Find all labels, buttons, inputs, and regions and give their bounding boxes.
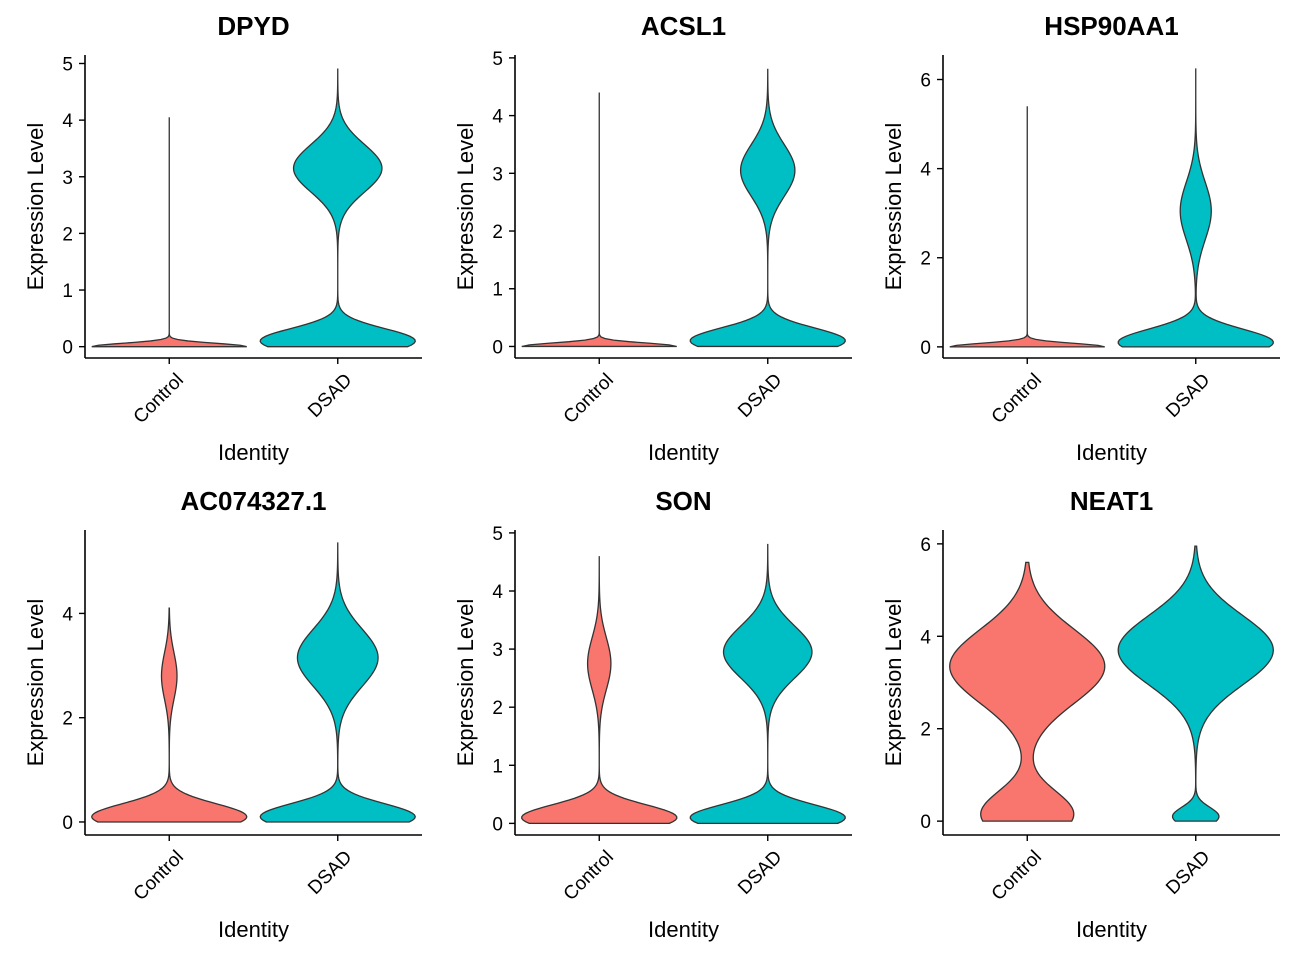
y-tick-label: 4 [920, 627, 931, 648]
x-tick-label: DSAD [1162, 847, 1214, 899]
y-tick-label: 6 [920, 71, 931, 92]
panel-title: AC074327.1 [181, 486, 327, 516]
violin-dsad [689, 68, 846, 348]
x-tick-label: Control [560, 847, 618, 905]
x-axis-label: Identity [1076, 440, 1147, 465]
y-tick-label: 4 [492, 107, 503, 128]
violin-control [521, 92, 677, 348]
violin-control [91, 607, 248, 823]
violin-control [949, 561, 1106, 822]
y-tick-label: 0 [920, 812, 931, 833]
x-tick-label: DSAD [734, 370, 786, 422]
y-tick-label: 3 [492, 640, 503, 661]
violin-control [91, 117, 247, 348]
y-tick-label: 2 [492, 698, 503, 719]
y-tick-label: 1 [492, 756, 503, 777]
violin-dsad [1117, 545, 1274, 822]
panel-title: SON [655, 486, 711, 516]
y-tick-label: 1 [492, 280, 503, 301]
x-axis-label: Identity [648, 440, 719, 465]
panel-ac074327-1: AC074327.1 0 2 4 Control DSAD Identity Expressi… [23, 486, 422, 942]
panel-title: DPYD [217, 11, 289, 41]
violin-dsad [1117, 68, 1274, 348]
x-axis-label: Identity [218, 440, 289, 465]
y-tick-label: 0 [492, 814, 503, 835]
panel-title: NEAT1 [1070, 486, 1153, 516]
x-tick-label: DSAD [304, 370, 356, 422]
y-tick-label: 6 [920, 535, 931, 556]
x-tick-label: Control [130, 847, 188, 905]
violin-control [949, 106, 1105, 348]
x-tick-label: Control [130, 370, 188, 428]
y-tick-label: 2 [920, 249, 931, 270]
y-tick-label: 2 [920, 720, 931, 741]
y-tick-label: 2 [492, 222, 503, 243]
y-tick-label: 0 [62, 338, 73, 359]
x-tick-label: Control [988, 370, 1046, 428]
violin-dsad [259, 68, 416, 348]
y-tick-label: 4 [62, 604, 73, 625]
y-tick-label: 0 [492, 337, 503, 358]
panel-neat1: NEAT1 0 2 4 6 Control DSAD Identity Expression L… [881, 486, 1280, 942]
y-tick-label: 5 [62, 54, 73, 75]
violin-dsad [689, 543, 846, 825]
y-axis-label: Expression Level [23, 599, 48, 767]
y-tick-label: 4 [920, 160, 931, 181]
x-tick-label: Control [988, 847, 1046, 905]
y-tick-label: 0 [920, 338, 931, 359]
y-axis-label: Expression Level [23, 123, 48, 291]
y-tick-label: 3 [62, 168, 73, 189]
violin-dsad [259, 542, 416, 823]
y-tick-label: 4 [492, 582, 503, 603]
x-tick-label: Control [560, 370, 618, 428]
y-tick-label: 3 [492, 164, 503, 185]
panel-hsp90aa1: HSP90AA1 0 2 4 6 Control DSAD Identity Expressio… [881, 11, 1280, 465]
y-tick-label: 5 [492, 524, 503, 545]
y-axis-label: Expression Level [453, 599, 478, 767]
x-axis-label: Identity [648, 917, 719, 942]
panel-title: ACSL1 [641, 11, 726, 41]
violin-control [521, 556, 678, 825]
panel-title: HSP90AA1 [1044, 11, 1178, 41]
panel-son: SON 0 1 2 3 4 5 Control DSAD Identity Expression L… [453, 486, 852, 942]
y-tick-label: 1 [62, 281, 73, 302]
y-tick-label: 0 [62, 813, 73, 834]
x-axis-label: Identity [1076, 917, 1147, 942]
panel-dpyd: DPYD 0 1 2 3 4 5 Control DSAD Identity Expression … [23, 11, 422, 465]
x-tick-label: DSAD [734, 847, 786, 899]
x-axis-label: Identity [218, 917, 289, 942]
y-axis-label: Expression Level [881, 599, 906, 767]
y-axis-label: Expression Level [453, 123, 478, 291]
y-tick-label: 4 [62, 111, 73, 132]
y-axis-label: Expression Level [881, 123, 906, 291]
y-tick-label: 2 [62, 709, 73, 730]
y-tick-label: 2 [62, 224, 73, 245]
panel-acsl1: ACSL1 0 1 2 3 4 5 Control DSAD Identity Expression… [453, 11, 852, 465]
x-tick-label: DSAD [304, 847, 356, 899]
x-tick-label: DSAD [1162, 370, 1214, 422]
y-tick-label: 5 [492, 49, 503, 70]
